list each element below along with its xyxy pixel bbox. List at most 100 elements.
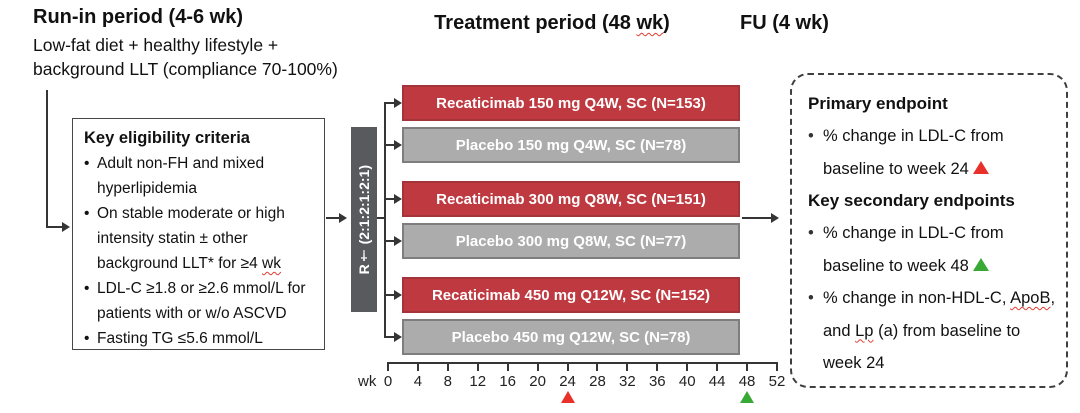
axis-tick-label: 52 — [768, 373, 786, 390]
arm-bar-label: Recaticimab 450 mg Q12W, SC (N=152) — [431, 286, 711, 304]
axis-tick — [746, 362, 749, 371]
axis-tick-label: 48 — [738, 373, 756, 390]
axis-tick — [656, 362, 659, 371]
arrow-to-endpoints — [742, 217, 772, 219]
bullet-item: % change in non-HDL-C, ApoB, and Lp (a) … — [808, 282, 1058, 380]
branch-arrowhead-arm1 — [394, 98, 402, 108]
endpoint-triangle-marker — [973, 257, 990, 271]
axis-tick-label: 24 — [559, 373, 576, 390]
axis-tick — [716, 362, 719, 371]
bullet-item: On stable moderate or high intensity sta… — [84, 201, 322, 276]
arrow-runin-to-eligibility-vertical — [46, 90, 48, 228]
runin-period-subtitle: Low-fat diet + healthy lifestyle + backg… — [33, 33, 338, 81]
axis-tick-label: 20 — [529, 373, 546, 390]
text-segment: % change in non-HDL-C, — [823, 289, 1011, 307]
branch-line-arm6 — [386, 336, 395, 338]
arm-bar-label: Placebo 150 mg Q4W, SC (N=78) — [455, 136, 687, 154]
axis-tick — [626, 362, 629, 371]
text-segment: Treatment period (48 — [434, 12, 637, 34]
primary-endpoint-title: Primary endpoint — [808, 94, 948, 113]
arrowhead-into-eligibility — [62, 222, 70, 232]
axis-unit-label: wk — [358, 373, 377, 390]
randomization-box: R† (2:1:2:1:2:1) — [351, 127, 377, 312]
secondary-endpoint-bullets: % change in LDL-C from baseline to week … — [808, 217, 1058, 380]
text-segment: LDL-C ≥1.8 or ≥2.6 mmol/L for patients w… — [97, 280, 306, 322]
arrowhead-to-randomization — [339, 213, 347, 223]
runin-subtitle-line2: background LLT (compliance 70-100%) — [33, 59, 338, 79]
text-segment: % change in LDL-C from baseline to week … — [823, 127, 1004, 178]
text-segment: ) — [663, 12, 670, 34]
arm-bar-label: Placebo 300 mg Q8W, SC (N=77) — [455, 232, 687, 250]
endpoints-box: Primary endpoint % change in LDL-C from … — [790, 73, 1068, 388]
primary-endpoint-bullets: % change in LDL-C from baseline to week … — [808, 120, 1058, 185]
spellcheck-wavy-text: wk — [636, 12, 664, 34]
branch-vertical-line — [384, 102, 386, 338]
axis-tick — [416, 362, 419, 371]
axis-tick-label: 40 — [678, 373, 696, 390]
text-segment: Fasting TG ≤5.6 mmol/L — [97, 330, 263, 347]
eligibility-bullet-list: Adult non-FH and mixed hyperlipidemia On … — [84, 151, 322, 351]
branch-arrowhead-arm2 — [394, 140, 402, 150]
axis-tick-label: 32 — [619, 373, 636, 390]
randomization-label: R† (2:1:2:1:2:1) — [356, 164, 372, 275]
arm-bar-recaticimab-150: Recaticimab 150 mg Q4W, SC (N=153) — [402, 85, 740, 121]
branch-line-arm1 — [386, 102, 395, 104]
branch-arrowhead-arm3 — [394, 194, 402, 204]
axis-tick — [536, 362, 539, 371]
axis-tick — [506, 362, 509, 371]
axis-tick — [596, 362, 599, 371]
axis-tick — [776, 362, 778, 371]
arrow-runin-to-eligibility-horizontal — [46, 226, 63, 228]
bullet-item: Fasting TG ≤5.6 mmol/L — [84, 326, 322, 351]
arm-bar-label: Placebo 450 mg Q12W, SC (N=78) — [451, 328, 691, 346]
bullet-item: % change in LDL-C from baseline to week … — [808, 120, 1058, 185]
axis-tick-label: 0 — [383, 373, 393, 390]
axis-tick-label: 12 — [469, 373, 487, 390]
spellcheck-wavy-text: wk — [262, 255, 281, 272]
arrowhead-to-endpoints — [771, 213, 779, 223]
branch-line-arm2 — [386, 144, 395, 146]
text-segment: (a) from baseline to week 24 — [823, 321, 1021, 373]
axis-tick — [566, 362, 569, 371]
spellcheck-wavy-text: Lp — [855, 321, 874, 340]
spellcheck-wavy-text: ApoB — [1010, 289, 1051, 307]
bullet-item: LDL-C ≥1.8 or ≥2.6 mmol/L for patients w… — [84, 276, 322, 326]
arm-bar-placebo-300: Placebo 300 mg Q8W, SC (N=77) — [402, 223, 740, 259]
eligibility-title: Key eligibility criteria — [84, 129, 250, 147]
branch-arrowhead-arm6 — [394, 332, 402, 342]
axis-tick-label: 16 — [499, 373, 517, 390]
branch-line-arm3 — [386, 198, 395, 200]
arm-bar-label: Recaticimab 300 mg Q8W, SC (N=151) — [436, 190, 706, 208]
bullet-item: % change in LDL-C from baseline to week … — [808, 217, 1058, 282]
arm-bar-placebo-150: Placebo 150 mg Q4W, SC (N=78) — [402, 127, 740, 163]
axis-marker-triangle — [560, 391, 575, 403]
fu-period-title: FU (4 wk) — [740, 12, 829, 34]
axis-tick — [446, 362, 449, 371]
branch-arrowhead-arm4 — [394, 236, 402, 246]
arm-bar-label: Recaticimab 150 mg Q4W, SC (N=153) — [436, 94, 706, 112]
secondary-endpoints-title: Key secondary endpoints — [808, 191, 1015, 210]
axis-tick-label: 44 — [708, 373, 726, 390]
text-segment: % change in LDL-C from baseline to week … — [823, 224, 1004, 275]
axis-tick — [387, 362, 389, 371]
arm-bar-placebo-450: Placebo 450 mg Q12W, SC (N=78) — [402, 319, 740, 355]
branch-arrowhead-arm5 — [394, 290, 402, 300]
week-axis: 0 4 8 12 16 20 24 28 32 36 40 44 48 52 — [384, 362, 785, 410]
endpoint-triangle-marker — [973, 160, 990, 174]
axis-tick-label: 8 — [443, 373, 453, 390]
runin-subtitle-line1: Low-fat diet + healthy lifestyle + — [33, 35, 279, 55]
text-segment: , and — [823, 289, 1056, 340]
axis-marker-triangle — [740, 391, 755, 403]
treatment-period-title: Treatment period (48 wk) — [382, 12, 722, 35]
axis-tick-label: 36 — [648, 373, 666, 390]
branch-line-arm5 — [386, 294, 395, 296]
runin-period-title: Run-in period (4-6 wk) — [33, 6, 243, 28]
randomization-stem-line — [377, 217, 385, 219]
arrow-eligibility-to-randomization — [326, 217, 340, 219]
axis-tick — [476, 362, 479, 371]
axis-tick-label: 4 — [413, 373, 423, 390]
arm-bar-recaticimab-450: Recaticimab 450 mg Q12W, SC (N=152) — [402, 277, 740, 313]
branch-line-arm4 — [386, 240, 395, 242]
text-segment: Adult non-FH and mixed hyperlipidemia — [97, 155, 265, 197]
